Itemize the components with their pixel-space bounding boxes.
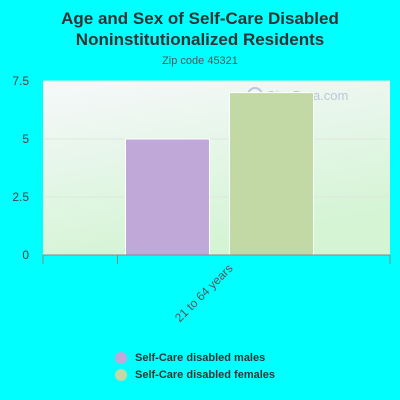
- x-axis: 21 to 64 years: [42, 254, 391, 325]
- legend-label-females: Self-Care disabled females: [135, 369, 276, 381]
- bar-females: [229, 92, 314, 256]
- legend-item-females: Self-Care disabled females: [115, 367, 275, 383]
- y-axis-ticks: 0 2.5 5 7.5: [12, 74, 29, 262]
- chart-title-line-1: Age and Sex of Self-Care Disabled: [61, 9, 339, 28]
- y-tick-label: 7.5: [12, 74, 29, 88]
- bar-males: [125, 138, 210, 256]
- y-tick-label: 2.5: [12, 190, 29, 204]
- grid-lines: [43, 80, 390, 198]
- bars: [125, 92, 314, 256]
- chart-title: Age and Sex of Self-Care Disabled Nonins…: [0, 8, 400, 50]
- y-tick-label: 0: [22, 248, 29, 262]
- legend-swatch-males: [115, 352, 127, 364]
- plot-area: [43, 81, 390, 255]
- legend-swatch-females: [115, 369, 127, 381]
- y-tick-label: 5: [22, 132, 29, 146]
- chart-subtitle: Zip code 45321: [162, 55, 238, 67]
- legend-item-males: Self-Care disabled males: [115, 350, 275, 366]
- x-tick-label: 21 to 64 years: [172, 261, 236, 325]
- chart-title-line-2: Noninstitutionalized Residents: [75, 30, 325, 49]
- legend: Self-Care disabled males Self-Care disab…: [115, 350, 275, 384]
- legend-label-males: Self-Care disabled males: [135, 352, 266, 364]
